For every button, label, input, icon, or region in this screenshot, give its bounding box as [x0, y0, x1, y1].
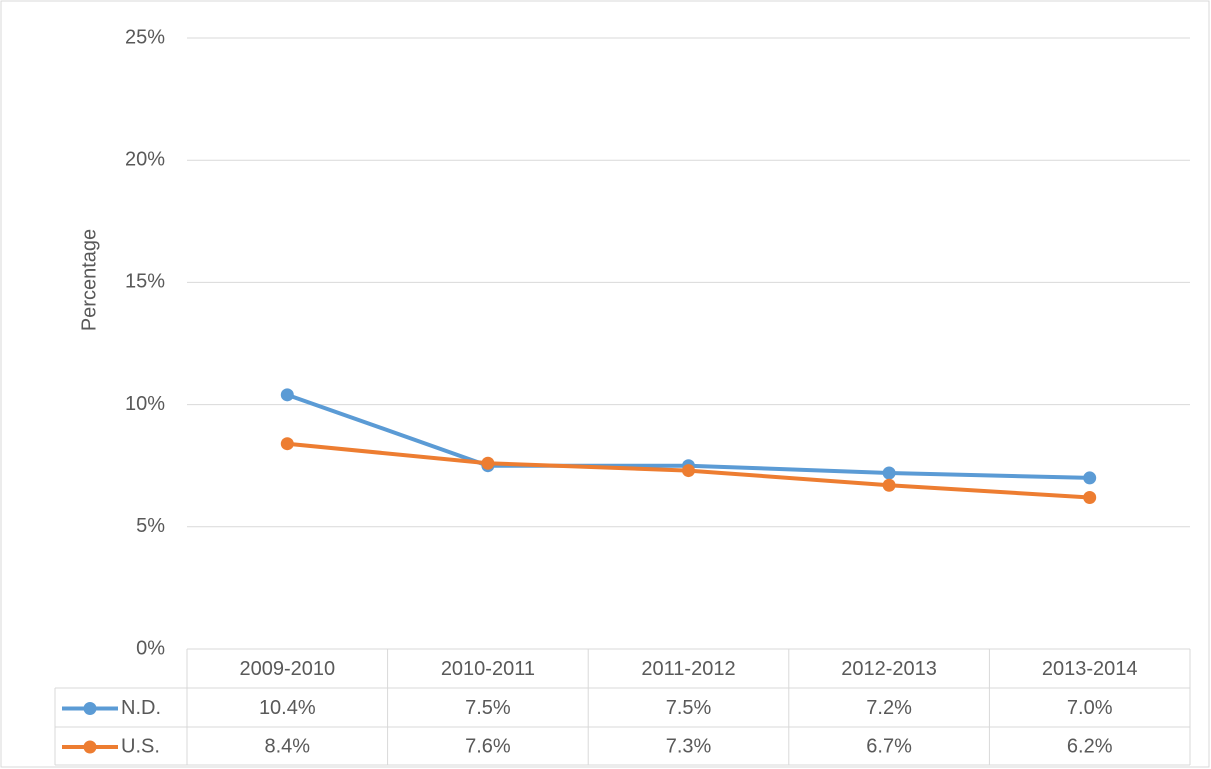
y-tick-label: 5%	[136, 515, 165, 537]
y-tick-label: 20%	[125, 148, 165, 170]
table-value: 6.7%	[866, 735, 912, 757]
legend-label: U.S.	[121, 735, 160, 757]
legend-label: N.D.	[121, 697, 161, 719]
data-point	[1083, 490, 1097, 504]
x-tick-label: 2009-2010	[239, 658, 335, 680]
y-tick-label: 25%	[125, 26, 165, 48]
table-value: 7.5%	[666, 697, 712, 719]
table-value: 7.6%	[465, 735, 511, 757]
legend-marker	[83, 740, 97, 754]
x-tick-label: 2013-2014	[1042, 658, 1138, 680]
x-tick-label: 2011-2012	[641, 658, 735, 680]
table-value: 10.4%	[259, 697, 316, 719]
table-value: 7.2%	[866, 697, 912, 719]
data-point	[280, 388, 294, 402]
data-point	[1083, 471, 1097, 485]
table-value: 6.2%	[1067, 735, 1113, 757]
x-tick-label: 2012-2013	[841, 658, 937, 680]
y-axis-title: Percentage	[78, 229, 100, 331]
data-point	[280, 437, 294, 451]
data-point	[481, 456, 495, 470]
y-tick-label: 15%	[125, 271, 165, 293]
data-point	[682, 464, 695, 478]
table-value: 7.0%	[1067, 697, 1113, 719]
y-tick-label: 10%	[125, 393, 165, 415]
y-tick-label: 0%	[136, 637, 165, 659]
data-point	[882, 466, 896, 480]
data-point	[882, 478, 896, 492]
table-value: 8.4%	[265, 735, 311, 757]
table-value: 7.3%	[666, 735, 712, 757]
legend-marker	[83, 702, 97, 715]
x-tick-label: 2010-2011	[441, 658, 535, 680]
table-value: 7.5%	[465, 697, 511, 719]
